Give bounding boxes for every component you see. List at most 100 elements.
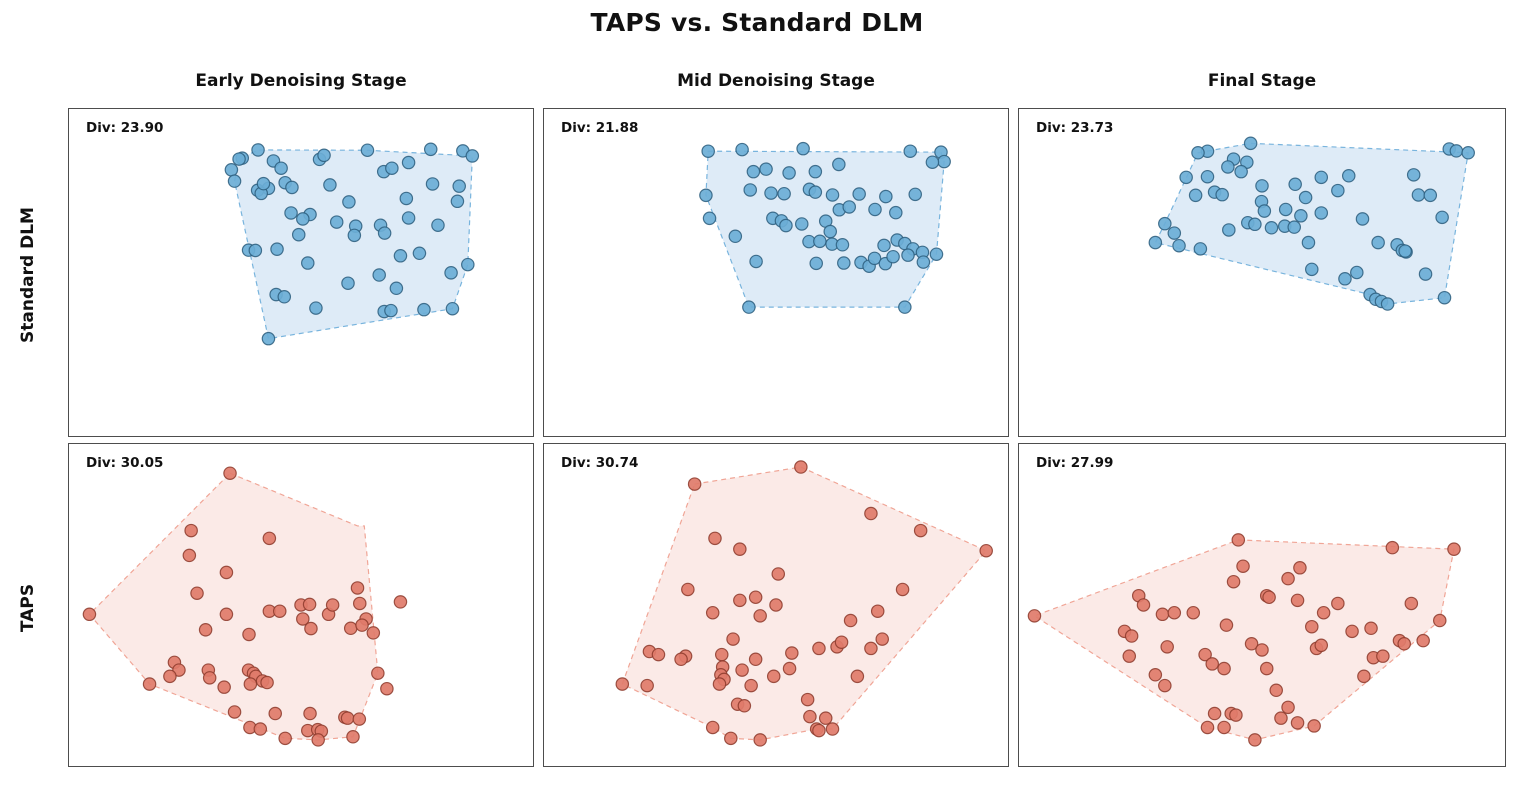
scatter-point [1234,164,1248,179]
scatter-point [712,677,727,691]
scatter-point [1200,169,1215,184]
scatter-point [708,531,722,546]
scatter-point [1217,661,1231,676]
scatter-point [1172,238,1186,253]
scatter-point [1423,188,1438,203]
scatter-point [753,733,767,747]
scatter-point [1357,669,1371,684]
scatter-point [1155,607,1170,622]
scatter-point [1179,170,1193,185]
scatter-point [1364,621,1378,636]
scatter-point [1198,647,1212,662]
scatter-point [699,188,713,203]
scatter-point [1432,613,1447,628]
scatter-point [224,163,239,177]
scatter-point [702,211,717,226]
scatter-point [268,706,283,721]
scatter-point [749,254,763,269]
scatter-point [1191,146,1205,160]
scatter-point [1148,235,1163,250]
scatter-point [782,661,797,676]
scatter-point [190,586,204,600]
scatter-point [748,652,763,667]
scatter-point [291,227,306,242]
scatter-point [270,242,284,256]
convex-hull [233,149,473,340]
scatter-point [1167,226,1182,240]
scatter-point [843,613,858,628]
scatter-point [889,205,903,220]
scatter-point [705,605,720,620]
scatter-point [1301,235,1316,250]
scatter-point [431,218,445,232]
scatter-point [346,730,360,744]
scatter-point [929,247,944,261]
row-label-taps: TAPS [18,583,38,633]
scatter-point [223,466,237,480]
scatter-point [744,678,758,693]
scatter-point [979,543,993,558]
scatter-point [380,681,394,696]
scatter-point [825,188,840,202]
scatter-point [1293,561,1307,575]
convex-hull [88,472,379,741]
scatter-point [870,604,885,618]
scatter-point [728,229,743,244]
scatter-point [227,705,242,719]
scatter-point [1122,649,1137,663]
scatter-point [1269,683,1283,698]
scatter-point [681,582,695,597]
scatter-point [1371,235,1385,250]
scatter-point [1316,605,1331,620]
scatter-point [1406,168,1421,182]
column-title-early: Early Denoising Stage [195,71,407,91]
scatter-point [285,180,299,195]
scatter-point [726,632,740,646]
scatter-point [1264,221,1279,235]
scatter-point [329,215,344,229]
scatter-point [401,155,416,170]
scatter-point [800,692,815,707]
scatter-point [1200,720,1215,735]
scatter-point [272,604,287,618]
scatter-point [347,228,362,243]
scatter-point [794,460,808,474]
scatter-point [1160,640,1174,654]
scatter-point [742,300,756,314]
scatter-point [260,675,274,690]
scatter-point [1215,187,1229,202]
scatter-point [782,166,796,180]
scatter-panel [1018,443,1506,767]
scatter-point [1167,605,1182,620]
scatter-point [1221,160,1235,174]
scatter-point [1416,633,1430,648]
scatter-point [1207,706,1222,721]
scatter-point [687,477,702,491]
scatter-point [248,243,263,258]
scatter-point [1305,619,1319,634]
scatter-point [1449,144,1464,158]
scatter-point [227,174,242,188]
scatter-point [1385,540,1400,555]
scatter-point [877,238,891,253]
scatter-point [417,302,431,317]
scatter-point [803,709,817,724]
scatter-point [261,331,276,346]
scatter-point [341,276,355,290]
scatter-point [796,141,810,156]
scatter-panel [1018,108,1506,437]
scatter-point [352,596,367,611]
scatter-point [1217,720,1231,735]
scatter-point [1205,657,1219,671]
scatter-point [423,142,438,157]
convex-hull [1154,142,1469,305]
scatter-point [1257,204,1272,218]
scatter-point [445,301,460,316]
scatter-point [794,217,809,231]
scatter-point [1229,708,1243,722]
scatter-point [450,194,465,209]
scatter-point [705,720,720,735]
scatter-point [818,711,833,725]
scatter-point [1298,190,1313,205]
scatter-point [217,680,231,694]
